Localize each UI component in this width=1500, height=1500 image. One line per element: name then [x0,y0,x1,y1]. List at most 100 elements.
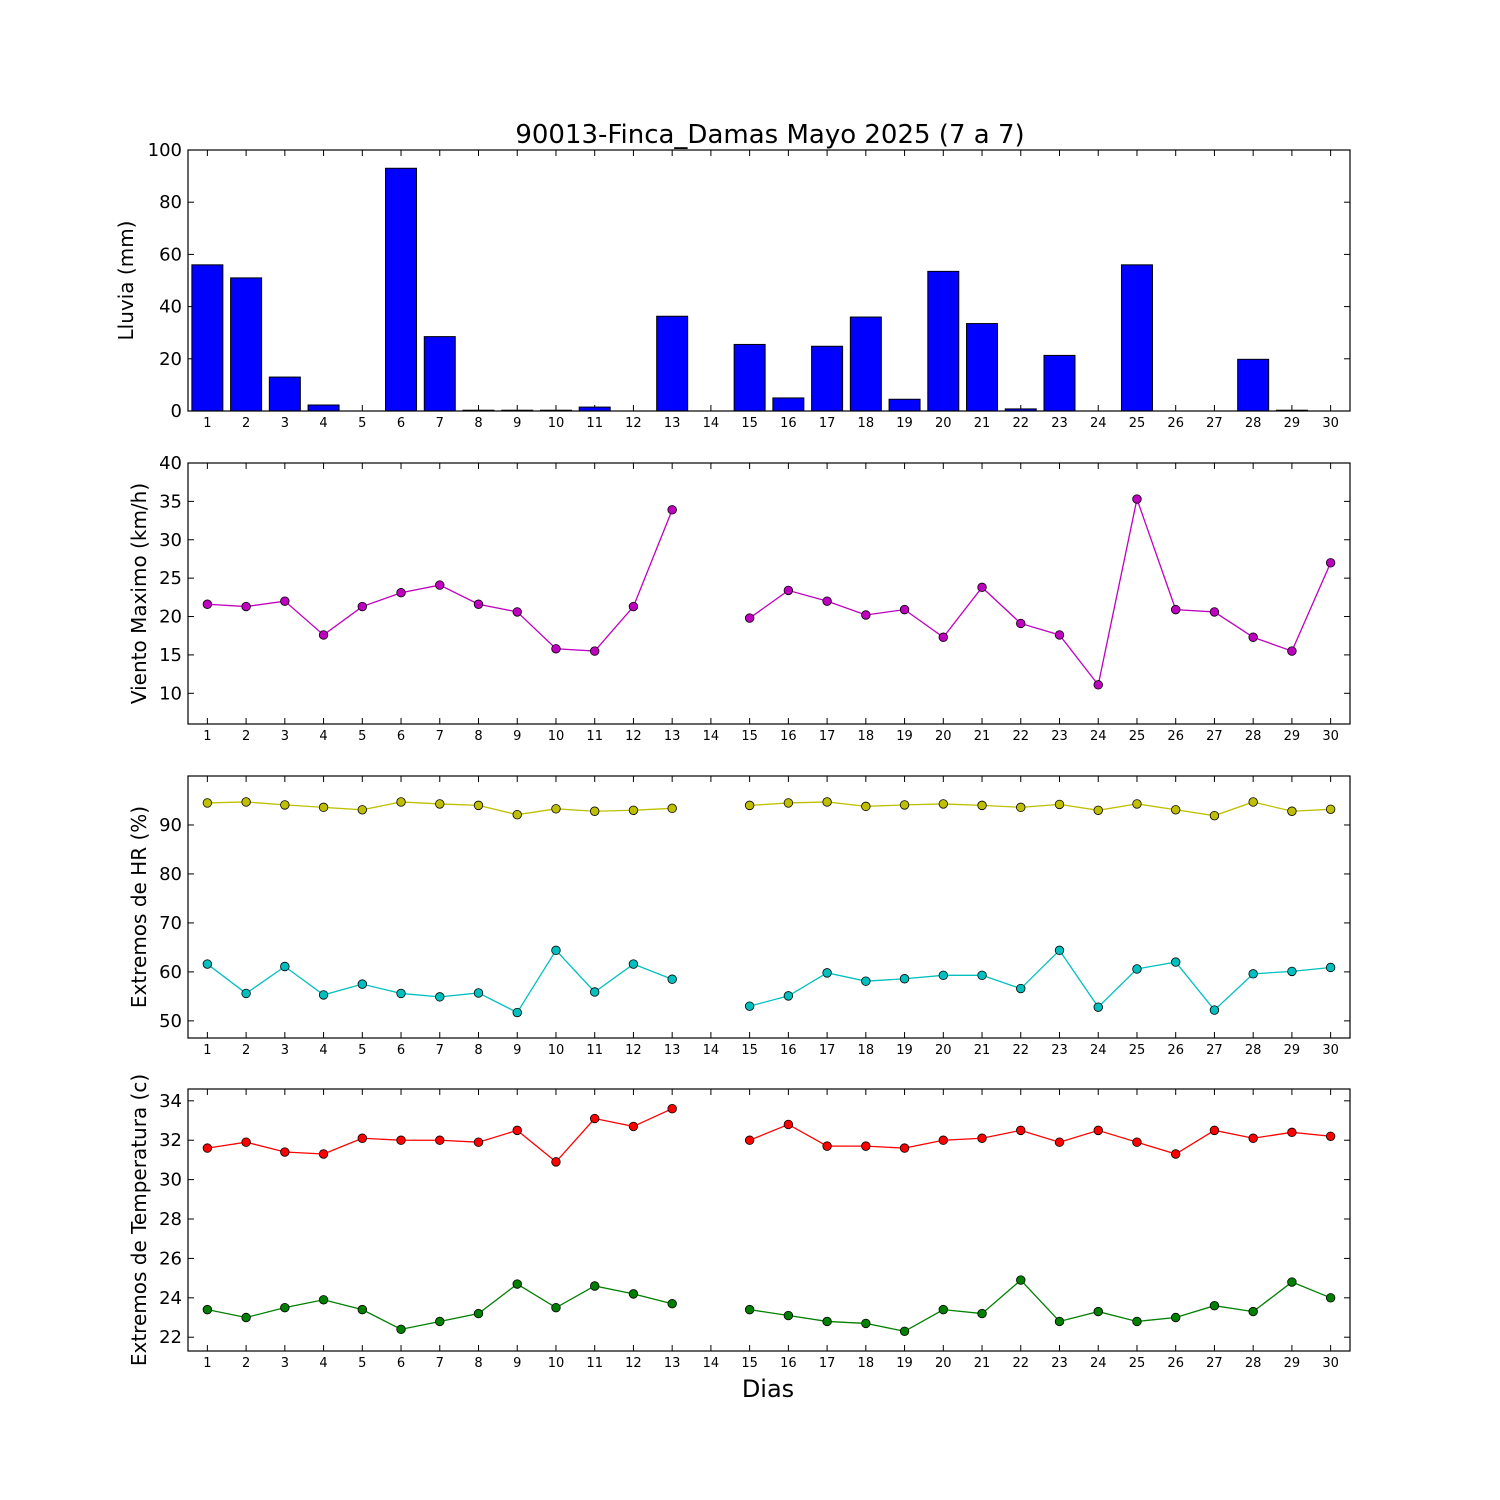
point-s2-day-11 [590,1281,600,1291]
point-s2-day-20 [938,1304,949,1315]
point-s1-day-17 [822,797,832,807]
point-s1-day-1 [202,599,213,609]
bar-day-13 [656,315,689,412]
series-line-1 [207,1108,673,1163]
x-tick-label: 13 [664,416,681,431]
point-s1-day-11 [590,646,600,656]
x-tick-label: 8 [474,416,482,431]
point-s2-day-21 [977,970,987,981]
x-tick-label: 17 [819,1043,836,1058]
point-s1-day-29 [1287,806,1297,816]
point-s1-day-5 [357,601,368,612]
point-s2-day-2 [241,1312,251,1323]
point-s2-day-2 [241,988,251,999]
point-s1-day-25 [1132,799,1142,809]
x-tick-label: 20 [935,729,952,744]
axes-frame [187,462,1351,725]
x-tick-label: 1 [203,1356,211,1371]
bar-day-19 [888,398,921,412]
point-s1-day-13 [667,803,677,814]
point-s2-day-10 [551,945,561,956]
point-s2-day-6 [396,988,406,999]
point-s1-day-16 [783,1119,794,1130]
point-s2-day-12 [628,1289,639,1299]
x-tick-label: 25 [1129,729,1146,744]
point-s1-day-16 [783,798,794,808]
x-tick-label: 21 [974,1356,991,1371]
point-s1-day-17 [822,1141,832,1151]
point-s1-day-8 [473,1137,484,1147]
point-s1-day-16 [783,585,794,596]
x-tick-label: 3 [281,729,289,744]
series-line-1 [749,801,1331,817]
point-s1-day-11 [590,806,600,816]
x-tick-label: 29 [1284,1356,1301,1371]
x-tick-label: 26 [1167,1043,1184,1058]
point-s1-day-22 [1016,802,1026,813]
bar-day-23 [1043,354,1076,412]
x-tick-label: 9 [513,1043,521,1058]
point-s1-day-23 [1054,1137,1065,1147]
point-s1-day-24 [1093,1125,1103,1136]
point-s2-day-4 [318,1295,329,1305]
x-tick-label: 16 [780,416,797,431]
point-s2-day-28 [1248,1306,1258,1317]
x-tick-label: 13 [664,729,681,744]
x-tick-label: 12 [625,1356,642,1371]
y-tick-label: 22 [159,1327,182,1348]
x-tick-label: 24 [1090,729,1107,744]
x-tick-label: 21 [974,1043,991,1058]
x-tick-label: 26 [1167,416,1184,431]
y-tick-label: 30 [159,1170,182,1191]
bar-day-17 [811,345,844,412]
x-tick-label: 11 [586,1043,603,1058]
point-s2-day-7 [435,1316,445,1327]
point-s1-day-3 [280,800,290,810]
y-tick-label: 32 [159,1130,182,1151]
point-s2-day-30 [1325,1293,1336,1303]
point-s2-day-8 [473,988,484,998]
point-s1-day-20 [938,799,949,809]
x-tick-label: 6 [397,1043,405,1058]
point-s2-day-24 [1093,1306,1103,1317]
x-tick-label: 25 [1129,416,1146,431]
x-tick-label: 3 [281,416,289,431]
point-s2-day-3 [280,1302,290,1313]
point-s1-day-26 [1170,604,1181,615]
point-s1-day-9 [512,607,522,617]
x-tick-label: 10 [548,416,565,431]
point-s2-day-24 [1093,1002,1103,1012]
y-tick-label: 0 [171,401,182,422]
point-s1-day-24 [1093,680,1103,690]
x-tick-label: 17 [819,416,836,431]
x-tick-label: 30 [1322,729,1339,744]
point-s1-day-8 [473,800,484,811]
x-tick-label: 22 [1012,729,1029,744]
point-s2-day-22 [1016,1275,1026,1285]
x-tick-label: 23 [1051,416,1068,431]
x-tick-label: 4 [319,1356,327,1371]
x-tick-label: 15 [741,1043,758,1058]
x-tick-label: 30 [1322,1356,1339,1371]
point-s2-day-6 [396,1324,406,1335]
point-s1-day-30 [1325,558,1336,568]
point-s1-day-29 [1287,646,1297,656]
x-tick-label: 28 [1245,729,1262,744]
point-s2-day-9 [512,1007,522,1018]
point-s2-day-28 [1248,969,1258,979]
x-tick-label: 23 [1051,729,1068,744]
x-tick-label: 14 [703,416,720,431]
series-line-2 [206,949,673,1014]
x-tick-label: 5 [358,1356,366,1371]
point-s2-day-17 [822,1316,832,1327]
series-line-2 [749,949,1331,1012]
point-s2-day-1 [202,1304,213,1315]
series-line-1 [749,1123,1331,1155]
x-tick-label: 3 [281,1043,289,1058]
bar-day-16 [772,397,805,412]
x-tick-label: 9 [513,1356,521,1371]
x-tick-label: 7 [436,1043,444,1058]
bar-day-6 [385,167,418,412]
y-tick-label: 20 [159,607,182,628]
